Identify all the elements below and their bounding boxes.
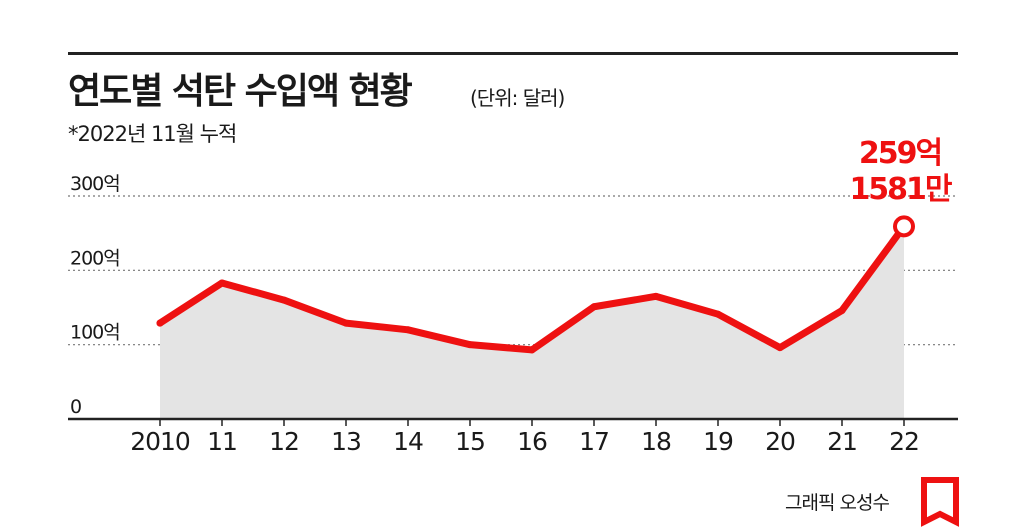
data-point (404, 326, 412, 334)
x-tick-label: 16 (517, 427, 547, 456)
grid-layer: 0 100억 200억 300억 (68, 173, 958, 418)
data-point (528, 346, 536, 354)
x-tick-label: 2010 (130, 427, 190, 456)
points-layer (156, 215, 915, 354)
data-point (838, 306, 846, 314)
x-tick-label: 15 (455, 427, 485, 456)
x-tick-label: 11 (207, 427, 237, 456)
credit-label: 그래픽 오성수 (785, 492, 890, 514)
y-tick-label: 100억 (70, 322, 120, 344)
highlight-point (893, 215, 915, 238)
x-tick-label: 12 (269, 427, 299, 456)
x-tick-label: 17 (579, 427, 609, 456)
data-point (652, 292, 660, 300)
y-tick-label: 300억 (70, 173, 120, 195)
x-axis: 2010 11 12 13 14 15 16 17 18 19 20 21 22 (68, 417, 958, 456)
data-point (776, 344, 784, 352)
x-tick-label: 18 (641, 427, 671, 456)
y-tick-label: 0 (70, 396, 81, 418)
y-tick-label: 200억 (70, 247, 120, 269)
data-point (342, 319, 350, 327)
data-point (466, 341, 474, 349)
data-point (156, 319, 164, 327)
x-tick-label: 13 (331, 427, 361, 456)
data-point (218, 279, 226, 287)
note-label: *2022년 11월 누적 (68, 122, 237, 146)
x-tick-label: 19 (703, 427, 733, 456)
brand-logo-icon (921, 477, 959, 527)
x-tick-label: 14 (393, 427, 423, 456)
unit-label: (단위: 달러) (470, 86, 565, 110)
data-point (590, 303, 598, 311)
x-tick-label: 20 (765, 427, 795, 456)
highlight-value-label-2: 1581만 (849, 172, 952, 207)
area-fill (160, 226, 904, 419)
x-tick-label: 22 (889, 427, 919, 456)
data-point (280, 296, 288, 304)
data-point (714, 310, 722, 318)
chart-title: 연도별 석탄 수입액 현황 (68, 71, 413, 112)
highlight-value-label-1: 259억 (859, 136, 941, 171)
top-rule (68, 52, 958, 55)
x-tick-label: 21 (827, 427, 857, 456)
